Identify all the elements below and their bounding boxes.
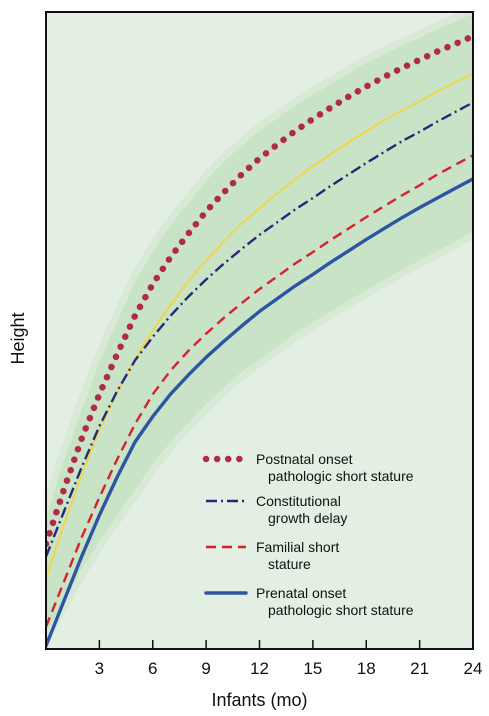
legend-label-continued: stature bbox=[268, 556, 311, 572]
x-axis-title: Infants (mo) bbox=[211, 690, 307, 710]
normal-range-band-fill bbox=[46, 13, 473, 634]
x-axis-ticks: 3 6 9 12 15 18 21 24 bbox=[95, 640, 483, 678]
legend-label-continued: growth delay bbox=[268, 510, 347, 526]
x-tick-label: 18 bbox=[357, 659, 376, 678]
x-tick-label: 6 bbox=[148, 659, 157, 678]
x-tick-label: 9 bbox=[201, 659, 210, 678]
legend-label: Prenatal onset bbox=[256, 585, 346, 601]
normal-range-band bbox=[46, 12, 473, 641]
legend-label: Constitutional bbox=[256, 493, 341, 509]
constitutional-delay-curve bbox=[46, 101, 473, 558]
x-tick-label: 12 bbox=[250, 659, 269, 678]
postnatal-onset-curve bbox=[46, 32, 473, 548]
legend-label-continued: pathologic short stature bbox=[268, 602, 414, 618]
familial-short-stature-curve bbox=[46, 154, 473, 628]
y-axis-title: Height bbox=[8, 312, 28, 364]
x-tick-label: 15 bbox=[303, 659, 322, 678]
x-tick-label: 3 bbox=[95, 659, 104, 678]
prenatal-onset-curve bbox=[46, 177, 473, 648]
normal-median-curve bbox=[46, 72, 473, 580]
x-tick-label: 24 bbox=[464, 659, 483, 678]
legend-label: Familial short bbox=[256, 539, 339, 555]
legend-label: Postnatal onset bbox=[256, 451, 353, 467]
x-tick-label: 21 bbox=[410, 659, 429, 678]
legend-label-continued: pathologic short stature bbox=[268, 468, 414, 484]
growth-curves bbox=[46, 32, 473, 648]
